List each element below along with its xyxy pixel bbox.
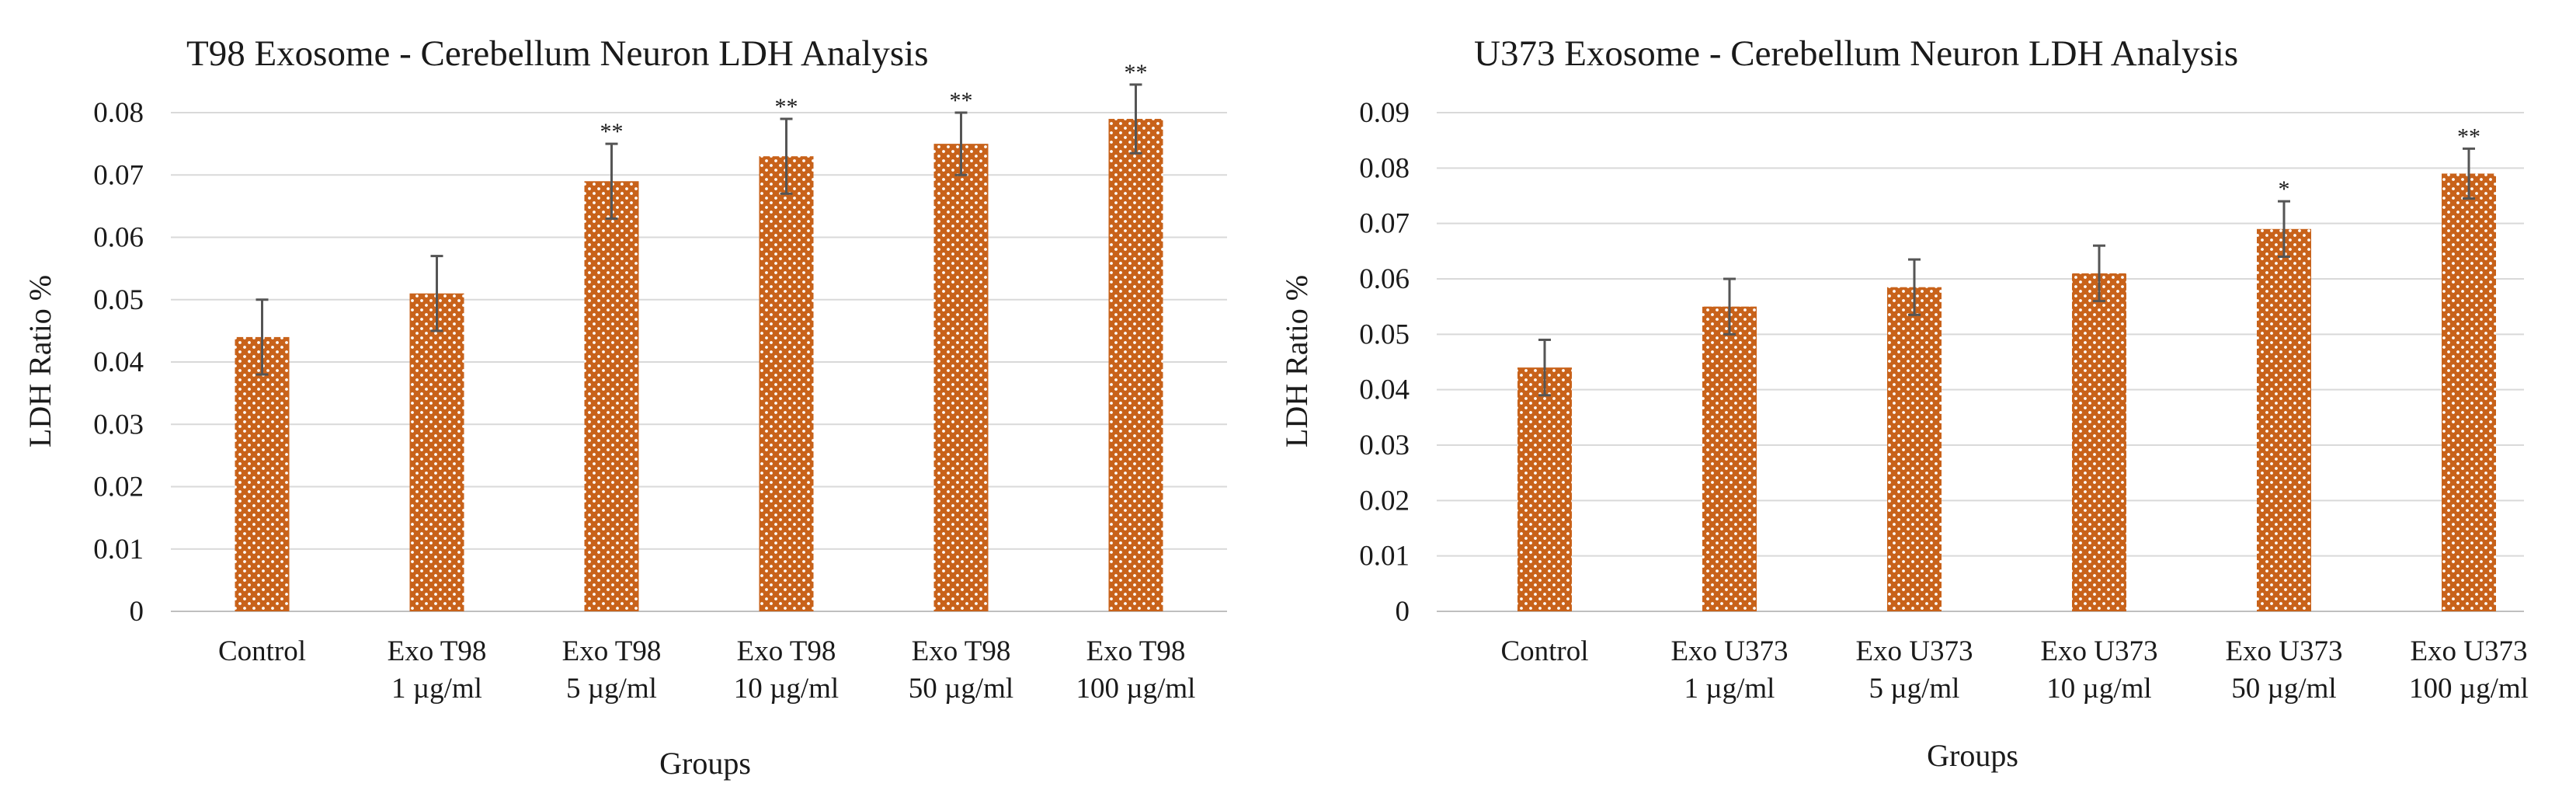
x-tick-label: Control bbox=[218, 635, 306, 667]
y-tick-label: 0.02 bbox=[93, 472, 144, 503]
x-tick-label: Exo T98 bbox=[388, 635, 487, 667]
significance-label: ** bbox=[600, 119, 624, 144]
y-axis-label: LDH Ratio % bbox=[23, 275, 57, 447]
y-tick-label: 0.04 bbox=[1359, 374, 1410, 406]
x-tick-label: Exo U373 bbox=[1855, 635, 1973, 667]
x-tick-label: Exo U373 bbox=[2410, 635, 2527, 667]
x-tick-label: Exo U373 bbox=[1670, 635, 1788, 667]
bar bbox=[933, 144, 989, 611]
y-tick-label: 0.07 bbox=[1359, 208, 1410, 240]
bar bbox=[584, 181, 639, 611]
y-tick-label: 0.06 bbox=[1359, 263, 1410, 295]
bar bbox=[409, 293, 464, 611]
x-tick-label: Exo T98 bbox=[737, 635, 836, 667]
significance-label: * bbox=[2279, 176, 2290, 202]
x-tick-label: 100 µg/ml bbox=[1076, 673, 1196, 705]
significance-label: ** bbox=[775, 94, 798, 120]
bar bbox=[759, 156, 814, 612]
y-tick-label: 0.06 bbox=[93, 222, 144, 254]
x-tick-label: 50 µg/ml bbox=[2231, 673, 2336, 705]
y-tick-label: 0.05 bbox=[1359, 318, 1410, 350]
y-tick-label: 0.04 bbox=[93, 346, 144, 378]
y-tick-label: 0 bbox=[1396, 596, 1410, 628]
x-tick-label: 10 µg/ml bbox=[734, 673, 839, 705]
y-tick-label: 0.02 bbox=[1359, 485, 1410, 517]
x-tick-label: 1 µg/ml bbox=[1684, 673, 1775, 705]
x-tick-label: Control bbox=[1500, 635, 1588, 667]
x-axis-label: Groups bbox=[1927, 738, 2018, 773]
x-tick-label: Exo U373 bbox=[2225, 635, 2342, 667]
y-tick-label: 0.03 bbox=[1359, 430, 1410, 461]
y-tick-label: 0.05 bbox=[93, 284, 144, 316]
x-tick-label: 5 µg/ml bbox=[1869, 673, 1960, 705]
x-tick-label: Exo T98 bbox=[562, 635, 662, 667]
y-tick-label: 0.08 bbox=[1359, 152, 1410, 184]
bar bbox=[1887, 287, 1942, 611]
y-tick-label: 0.09 bbox=[1359, 97, 1410, 129]
x-tick-label: 100 µg/ml bbox=[2409, 673, 2529, 705]
x-tick-label: Exo T98 bbox=[1086, 635, 1186, 667]
y-tick-label: 0 bbox=[130, 596, 144, 628]
significance-label: ** bbox=[2457, 124, 2480, 149]
y-axis-label: LDH Ratio % bbox=[1279, 275, 1314, 447]
y-tick-label: 0.01 bbox=[1359, 541, 1410, 573]
significance-label: ** bbox=[1125, 60, 1148, 85]
x-tick-label: Exo U373 bbox=[2040, 635, 2157, 667]
bar bbox=[1702, 306, 1757, 611]
y-tick-label: 0.08 bbox=[93, 97, 144, 129]
bar bbox=[1108, 119, 1163, 611]
y-tick-label: 0.07 bbox=[93, 159, 144, 191]
x-tick-label: Exo T98 bbox=[912, 635, 1011, 667]
chart-title: U373 Exosome - Cerebellum Neuron LDH Ana… bbox=[1474, 33, 2238, 74]
y-tick-label: 0.03 bbox=[93, 409, 144, 440]
x-tick-label: 50 µg/ml bbox=[909, 673, 1013, 705]
bar bbox=[2072, 273, 2126, 611]
bar bbox=[2442, 173, 2496, 611]
chart-u373: U373 Exosome - Cerebellum Neuron LDH Ana… bbox=[1279, 33, 2529, 773]
chart-t98: T98 Exosome - Cerebellum Neuron LDH Anal… bbox=[23, 33, 1227, 781]
chart-title: T98 Exosome - Cerebellum Neuron LDH Anal… bbox=[186, 33, 929, 74]
x-tick-label: 5 µg/ml bbox=[566, 673, 657, 705]
significance-label: ** bbox=[950, 88, 973, 113]
bar bbox=[1517, 367, 1572, 611]
bar bbox=[2257, 228, 2311, 611]
x-axis-label: Groups bbox=[659, 746, 751, 781]
x-tick-label: 1 µg/ml bbox=[391, 673, 482, 705]
x-tick-label: 10 µg/ml bbox=[2046, 673, 2151, 705]
bar bbox=[235, 336, 290, 611]
y-tick-label: 0.01 bbox=[93, 534, 144, 566]
